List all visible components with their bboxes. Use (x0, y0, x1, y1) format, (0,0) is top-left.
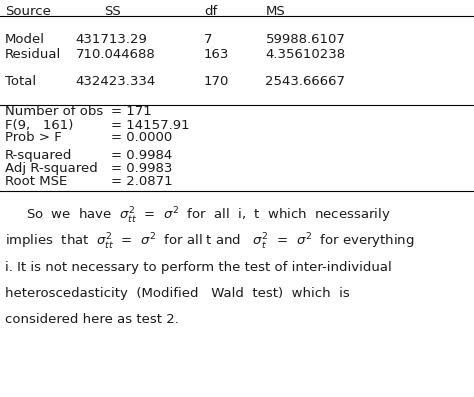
Text: MS: MS (265, 5, 285, 17)
Text: 431713.29: 431713.29 (76, 33, 148, 46)
Text: Source: Source (5, 5, 51, 17)
Text: = 14157.91: = 14157.91 (111, 119, 190, 131)
Text: Model: Model (5, 33, 45, 46)
Text: 163: 163 (204, 48, 229, 61)
Text: considered here as test 2.: considered here as test 2. (5, 313, 179, 326)
Text: Number of obs: Number of obs (5, 106, 103, 118)
Text: i. It is not necessary to perform the test of inter-individual: i. It is not necessary to perform the te… (5, 262, 392, 274)
Text: implies  that  $\sigma_{tt}^{2}$  =  $\sigma^{2}$  for all t and   $\sigma_{t}^{: implies that $\sigma_{tt}^{2}$ = $\sigma… (5, 232, 414, 252)
Text: = 0.9983: = 0.9983 (111, 162, 173, 175)
Text: Root MSE: Root MSE (5, 175, 67, 188)
Text: SS: SS (104, 5, 121, 17)
Text: 59988.6107: 59988.6107 (265, 33, 346, 46)
Text: Total: Total (5, 75, 36, 88)
Text: heteroscedasticity  (Modified   Wald  test)  which  is: heteroscedasticity (Modified Wald test) … (5, 287, 349, 300)
Text: = 171: = 171 (111, 106, 152, 118)
Text: 170: 170 (204, 75, 229, 88)
Text: Adj R-squared: Adj R-squared (5, 162, 98, 175)
Text: df: df (204, 5, 217, 17)
Text: Residual: Residual (5, 48, 61, 61)
Text: = 0.9984: = 0.9984 (111, 149, 173, 162)
Text: R-squared: R-squared (5, 149, 72, 162)
Text: 2543.66667: 2543.66667 (265, 75, 346, 88)
Text: So  we  have  $\sigma_{tt}^{2}$  =  $\sigma^{2}$  for  all  i,  t  which  necess: So we have $\sigma_{tt}^{2}$ = $\sigma^{… (26, 206, 391, 226)
Text: 710.044688: 710.044688 (76, 48, 155, 61)
Text: = 2.0871: = 2.0871 (111, 175, 173, 188)
Text: = 0.0000: = 0.0000 (111, 131, 173, 144)
Text: 4.35610238: 4.35610238 (265, 48, 346, 61)
Text: Prob > F: Prob > F (5, 131, 62, 144)
Text: 7: 7 (204, 33, 212, 46)
Text: F(9,   161): F(9, 161) (5, 119, 73, 131)
Text: 432423.334: 432423.334 (76, 75, 156, 88)
